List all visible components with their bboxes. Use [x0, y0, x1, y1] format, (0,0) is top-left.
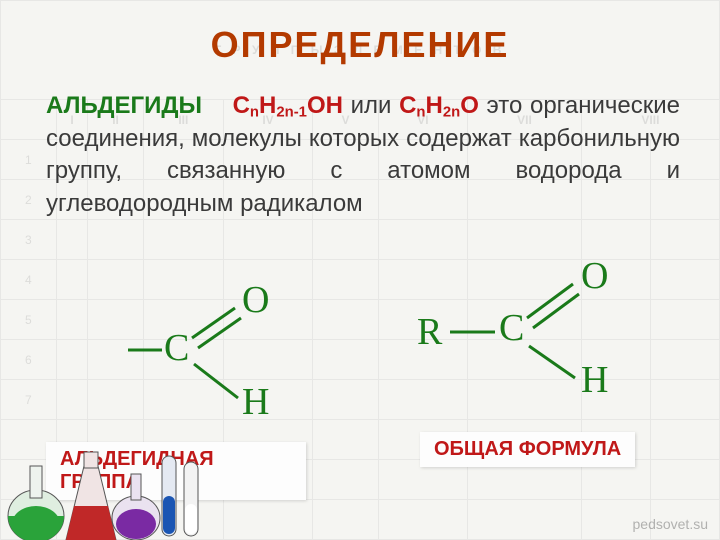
- structure-general-formula: R C O H: [395, 270, 655, 420]
- atom-R: R: [417, 310, 442, 354]
- definition-text: АЛЬДЕГИДЫ CnH2n-1OH или CnH2nO это орган…: [46, 90, 680, 220]
- term: АЛЬДЕГИДЫ: [46, 92, 202, 119]
- atom-O: O: [581, 254, 608, 298]
- formula-1: CnH2n-1OH: [233, 92, 343, 119]
- label-aldehyde-group: АЛЬДЕГИДНАЯ ГРУППА: [46, 442, 306, 500]
- slide-title: ОПРЕДЕЛЕНИЕ: [0, 24, 720, 66]
- slide: Г Р У П П Ы Э Л Е М Е Н Т О В I II III I…: [0, 0, 720, 540]
- atom-C: C: [164, 326, 189, 370]
- label-general-formula: ОБЩАЯ ФОРМУЛА: [420, 432, 635, 467]
- atom-O: O: [242, 278, 269, 322]
- structure-aldehyde-group: C O H: [120, 290, 320, 440]
- formula-2: CnH2nO: [399, 92, 479, 119]
- atom-H: H: [242, 380, 269, 424]
- atom-C: C: [499, 306, 524, 350]
- atom-H: H: [581, 358, 608, 402]
- watermark: pedsovet.su: [633, 516, 709, 532]
- connector: или: [343, 92, 399, 119]
